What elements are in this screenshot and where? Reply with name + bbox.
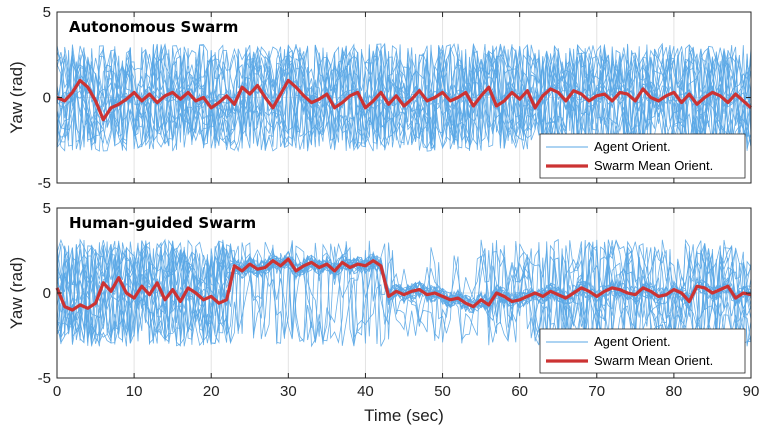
legend-agent-label: Agent Orient. — [594, 139, 671, 154]
x-tick-label: 90 — [743, 383, 759, 400]
agent-orientation-line — [57, 42, 751, 152]
y-tick-label: 0 — [43, 285, 51, 302]
agent-orientation-line — [57, 239, 751, 346]
legend-box — [539, 133, 746, 179]
panel-title: Human-guided Swarm — [69, 214, 256, 232]
human-guided-panel: Yaw (rad) Time (sec) 0 10 20 30 40 50 60 70 80 90… — [7, 200, 759, 425]
agent-orientation-line — [57, 44, 751, 151]
autonomous-panel: Yaw (rad) -5 0 5 Autonomous Swarm Agent Orie… — [7, 4, 753, 192]
y-tick-label: -5 — [38, 370, 51, 387]
agent-orientation-line — [57, 43, 751, 152]
x-tick-label: 40 — [357, 383, 374, 400]
x-tick-label: 70 — [588, 383, 605, 400]
legend-box — [539, 328, 746, 374]
agent-orientation-line — [57, 238, 751, 348]
legend: Agent Orient. Swarm Mean Orient. — [539, 328, 746, 374]
x-tick-label: 20 — [203, 383, 220, 400]
legend-mean-label: Swarm Mean Orient. — [594, 158, 713, 173]
x-tick-label: 0 — [53, 383, 61, 400]
x-tick-label: 80 — [666, 383, 683, 400]
x-axis-label: Time (sec) — [364, 406, 444, 425]
agent-orientation-line — [57, 240, 751, 347]
x-tick-label: 10 — [126, 383, 143, 400]
legend: Agent Orient. Swarm Mean Orient. — [539, 133, 746, 179]
agent-orientation-line — [57, 239, 751, 347]
y-tick-label: -5 — [38, 175, 51, 192]
swarm-mean-line — [56, 78, 753, 122]
x-tick-label: 30 — [280, 383, 297, 400]
y-tick-label: 5 — [43, 4, 51, 21]
x-tick-label: 60 — [511, 383, 528, 400]
swarm-mean-line — [55, 257, 752, 312]
x-tick-label: 50 — [434, 383, 451, 400]
y-axis-label: Yaw (rad) — [7, 61, 26, 133]
panel-title: Autonomous Swarm — [69, 18, 238, 36]
legend-mean-label: Swarm Mean Orient. — [594, 353, 713, 368]
legend-agent-label: Agent Orient. — [594, 334, 671, 349]
y-axis-label: Yaw (rad) — [7, 257, 26, 329]
y-tick-label: 5 — [43, 200, 51, 217]
agent-orientation-line — [57, 43, 751, 151]
y-tick-label: 0 — [43, 90, 51, 107]
agent-lines — [57, 42, 751, 153]
